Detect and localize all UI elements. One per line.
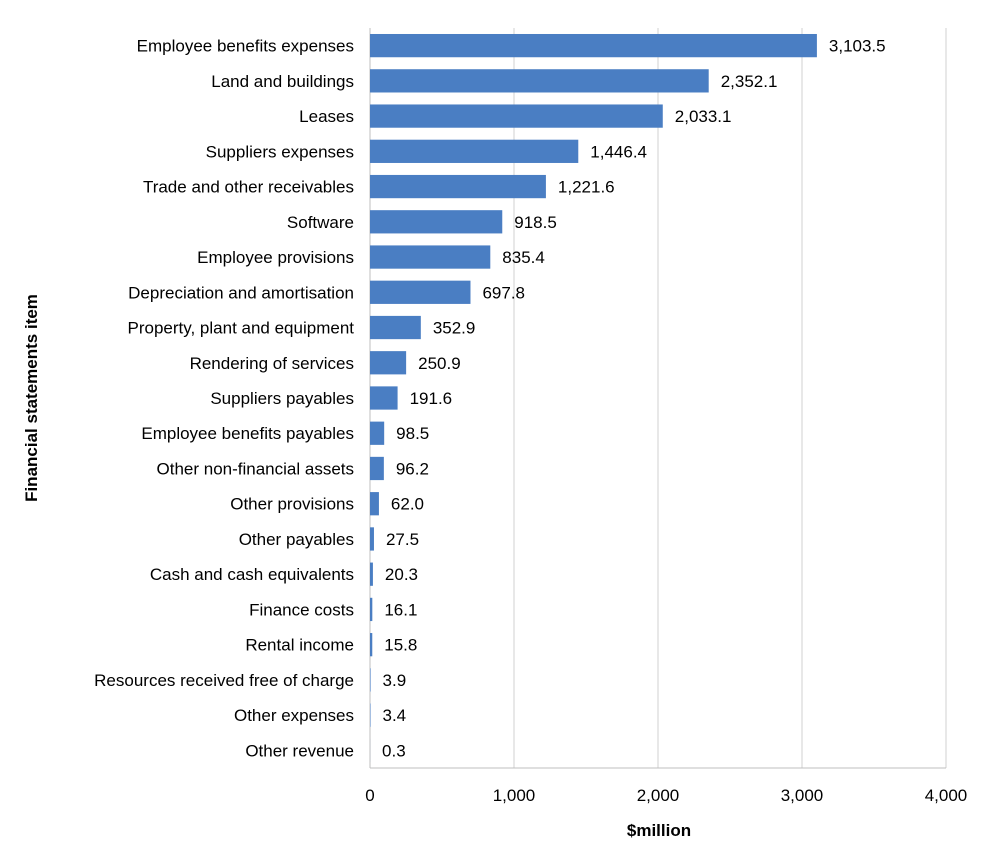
- x-tick-label: 2,000: [637, 786, 680, 805]
- bar: [370, 668, 371, 692]
- bar: [370, 104, 663, 128]
- category-label: Software: [287, 213, 354, 232]
- category-label: Employee provisions: [197, 248, 354, 267]
- x-axis-title: $million: [627, 821, 691, 840]
- value-label: 27.5: [386, 530, 419, 549]
- value-label: 98.5: [396, 424, 429, 443]
- category-label: Property, plant and equipment: [128, 319, 355, 338]
- category-label: Land and buildings: [211, 72, 354, 91]
- bar: [370, 280, 471, 304]
- bar: [370, 492, 379, 516]
- x-axis-ticks: 0 1,000 2,000 3,000 4,000: [365, 786, 967, 805]
- value-label: 96.2: [396, 459, 429, 478]
- bar: [370, 562, 373, 586]
- bar: [370, 527, 374, 551]
- category-label: Resources received free of charge: [94, 671, 354, 690]
- value-label: 352.9: [433, 319, 476, 338]
- value-label: 2,352.1: [721, 72, 778, 91]
- x-tick-label: 0: [365, 786, 374, 805]
- value-label: 918.5: [514, 213, 557, 232]
- value-label: 191.6: [410, 389, 453, 408]
- bar: [370, 456, 384, 481]
- category-labels: Employee benefits expenses Land and build…: [94, 37, 354, 761]
- bar: [370, 174, 546, 199]
- category-label: Cash and cash equivalents: [150, 565, 354, 584]
- value-label: 3.4: [382, 706, 406, 725]
- category-label: Employee benefits expenses: [137, 37, 354, 56]
- category-label: Other non-financial assets: [157, 459, 355, 478]
- value-label: 2,033.1: [675, 107, 732, 126]
- value-label: 62.0: [391, 495, 424, 514]
- value-labels: 3,103.5 2,352.1 2,033.1 1,446.4 1,221.6918.5…: [382, 37, 886, 761]
- bar: [370, 386, 398, 410]
- category-label: Other payables: [239, 530, 354, 549]
- bar: [370, 597, 373, 622]
- category-label: Trade and other receivables: [143, 178, 354, 197]
- bars: [370, 33, 817, 763]
- category-label: Rendering of services: [190, 354, 354, 373]
- category-label: Other expenses: [234, 706, 354, 725]
- value-label: 1,446.4: [590, 142, 647, 161]
- x-tick-label: 3,000: [781, 786, 824, 805]
- category-label: Depreciation and amortisation: [128, 283, 354, 302]
- value-label: 3,103.5: [829, 37, 886, 56]
- bar: [370, 245, 491, 269]
- bar: [370, 210, 503, 234]
- category-label: Rental income: [245, 636, 354, 655]
- category-label: Employee benefits payables: [141, 424, 354, 443]
- bar: [370, 139, 579, 163]
- category-label: Finance costs: [249, 600, 354, 619]
- gridlines: [369, 28, 947, 769]
- x-tick-label: 4,000: [925, 786, 968, 805]
- bar: [370, 69, 709, 93]
- value-label: 697.8: [482, 283, 525, 302]
- x-tick-label: 1,000: [493, 786, 536, 805]
- category-label: Leases: [299, 107, 354, 126]
- value-label: 0.3: [382, 741, 406, 760]
- value-label: 1,221.6: [558, 178, 615, 197]
- category-label: Suppliers payables: [210, 389, 354, 408]
- category-label: Suppliers expenses: [206, 142, 354, 161]
- bar: [370, 33, 817, 58]
- category-label: Other revenue: [245, 741, 354, 760]
- value-label: 250.9: [418, 354, 461, 373]
- value-label: 16.1: [384, 600, 417, 619]
- value-label: 15.8: [384, 636, 417, 655]
- value-label: 20.3: [385, 565, 418, 584]
- bar: [370, 315, 421, 340]
- bar: [370, 351, 407, 375]
- category-label: Other provisions: [230, 495, 354, 514]
- value-label: 835.4: [502, 248, 545, 267]
- bar: [370, 421, 385, 445]
- bar: [370, 633, 373, 657]
- value-label: 3.9: [383, 671, 407, 690]
- y-axis-title: Financial statements item: [22, 294, 41, 502]
